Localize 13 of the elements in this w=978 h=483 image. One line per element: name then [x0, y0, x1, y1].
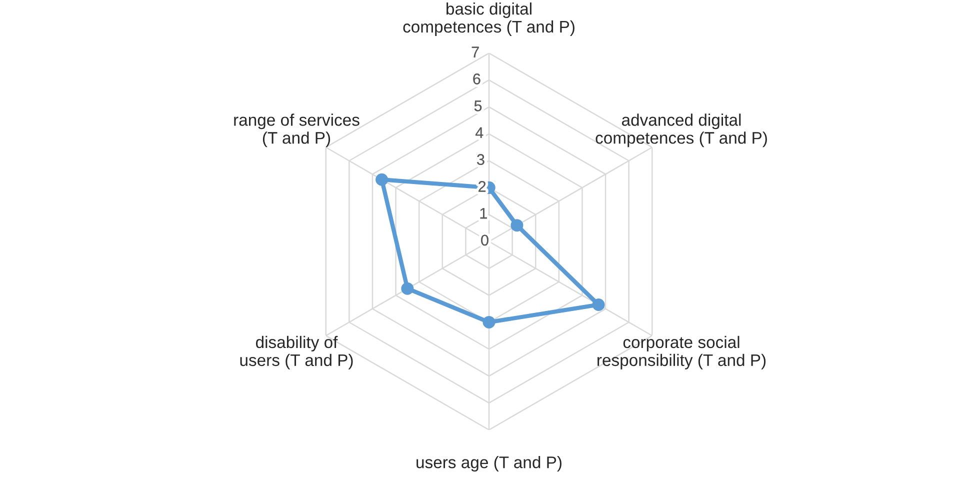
y-tick-label: 7	[472, 46, 479, 58]
y-tick-label: 6	[473, 74, 480, 84]
y-tick-label: 5	[474, 100, 482, 112]
spoke-label: range of services (T and P)	[234, 114, 360, 148]
y-tick-label: 3	[477, 154, 484, 165]
spoke-label: users age (T and P)	[416, 456, 562, 472]
y-tick-label: 1	[480, 208, 487, 219]
spoke-label: corporate social responsibility (T and P)	[598, 336, 766, 370]
y-tick-label: 4	[475, 127, 484, 138]
y-tick-label: 0	[481, 234, 488, 246]
spoke-label: basic digital competences (T and P)	[403, 2, 574, 36]
spoke-label: disability of users (T and P)	[240, 336, 353, 370]
spoke-label: advanced digital competences (T and P)	[596, 114, 767, 148]
